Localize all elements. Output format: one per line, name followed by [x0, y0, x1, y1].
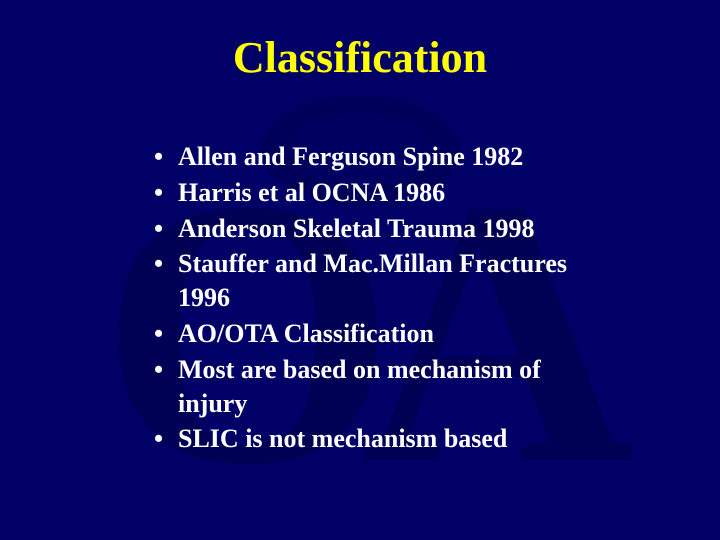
bullet-icon: • [150, 353, 178, 387]
bullet-icon: • [150, 176, 178, 210]
slide: O A Classification • Allen and Ferguson … [0, 0, 720, 540]
list-item: • AO/OTA Classification [150, 317, 610, 351]
list-item: • Allen and Ferguson Spine 1982 [150, 140, 610, 174]
list-item-text: Allen and Ferguson Spine 1982 [178, 140, 610, 174]
bullet-icon: • [150, 422, 178, 456]
list-item-text: Stauffer and Mac.Millan Fractures 1996 [178, 247, 610, 315]
bullet-icon: • [150, 140, 178, 174]
bullet-icon: • [150, 317, 178, 351]
list-item: • Stauffer and Mac.Millan Fractures 1996 [150, 247, 610, 315]
list-item: • Anderson Skeletal Trauma 1998 [150, 212, 610, 246]
list-item-text: Anderson Skeletal Trauma 1998 [178, 212, 610, 246]
bullet-list: • Allen and Ferguson Spine 1982 • Harris… [150, 140, 610, 458]
bullet-icon: • [150, 212, 178, 246]
slide-title: Classification [0, 32, 720, 83]
list-item-text: Harris et al OCNA 1986 [178, 176, 610, 210]
list-item: • Harris et al OCNA 1986 [150, 176, 610, 210]
list-item-text: Most are based on mechanism of injury [178, 353, 610, 421]
list-item-text: SLIC is not mechanism based [178, 422, 610, 456]
list-item-text: AO/OTA Classification [178, 317, 610, 351]
list-item: • Most are based on mechanism of injury [150, 353, 610, 421]
bullet-icon: • [150, 247, 178, 281]
list-item: • SLIC is not mechanism based [150, 422, 610, 456]
